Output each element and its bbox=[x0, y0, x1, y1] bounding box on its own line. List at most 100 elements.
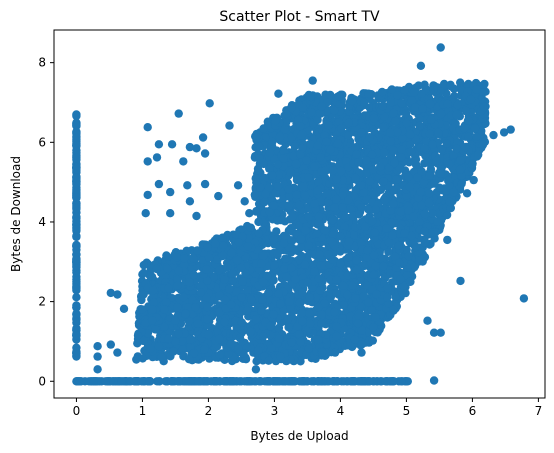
data-point-outlier bbox=[143, 190, 152, 200]
data-point bbox=[325, 288, 335, 297]
x-tick-label: 1 bbox=[139, 404, 147, 418]
data-point bbox=[338, 191, 347, 200]
data-point bbox=[306, 139, 315, 149]
data-point bbox=[237, 293, 246, 302]
data-point bbox=[72, 224, 81, 234]
data-point bbox=[315, 250, 324, 259]
data-point bbox=[314, 274, 324, 283]
data-point-outlier bbox=[429, 328, 439, 337]
data-point bbox=[433, 217, 442, 226]
data-point-outlier bbox=[245, 209, 254, 218]
data-point bbox=[204, 330, 213, 339]
data-point bbox=[402, 191, 411, 200]
data-point bbox=[333, 139, 343, 148]
data-point bbox=[282, 109, 291, 119]
data-point bbox=[396, 275, 405, 284]
data-point bbox=[389, 377, 399, 386]
data-point bbox=[72, 204, 81, 214]
data-point bbox=[252, 133, 261, 142]
data-point bbox=[72, 121, 81, 130]
data-point bbox=[72, 293, 81, 302]
data-point bbox=[242, 306, 252, 315]
data-point bbox=[215, 350, 224, 359]
data-point bbox=[336, 166, 346, 176]
x-tick-label: 2 bbox=[205, 404, 213, 418]
data-point bbox=[479, 102, 489, 112]
data-point bbox=[214, 334, 224, 344]
data-point bbox=[200, 345, 209, 354]
data-point bbox=[425, 99, 435, 109]
data-point bbox=[212, 328, 222, 337]
data-point bbox=[289, 377, 299, 386]
data-point bbox=[202, 265, 211, 274]
data-point bbox=[399, 281, 408, 290]
y-tick-label: 0 bbox=[38, 374, 46, 388]
data-point bbox=[273, 160, 283, 169]
data-point bbox=[305, 293, 314, 302]
y-tick-label: 6 bbox=[38, 135, 46, 149]
data-point bbox=[274, 323, 284, 333]
data-point bbox=[298, 143, 307, 153]
data-point bbox=[376, 185, 386, 194]
data-point bbox=[344, 258, 353, 268]
data-point bbox=[327, 237, 337, 247]
data-point bbox=[343, 290, 352, 300]
data-point bbox=[339, 281, 348, 290]
data-point bbox=[284, 323, 293, 332]
data-point-outlier bbox=[200, 179, 210, 189]
data-point-outlier bbox=[462, 189, 472, 198]
data-point bbox=[296, 357, 305, 366]
data-point bbox=[189, 270, 199, 280]
data-point bbox=[266, 321, 275, 331]
data-point bbox=[280, 125, 289, 134]
data-point-outlier bbox=[143, 123, 152, 132]
data-point bbox=[215, 291, 224, 300]
data-point bbox=[296, 122, 305, 131]
data-point bbox=[254, 346, 263, 355]
data-point bbox=[203, 276, 212, 285]
data-point bbox=[352, 150, 361, 159]
data-point bbox=[132, 355, 141, 364]
data-point bbox=[173, 303, 182, 312]
data-point bbox=[442, 139, 451, 148]
data-point-outlier bbox=[152, 153, 162, 162]
data-point bbox=[139, 268, 148, 278]
data-point bbox=[332, 195, 341, 204]
data-point bbox=[371, 205, 380, 214]
data-point bbox=[401, 109, 411, 118]
data-point bbox=[348, 377, 357, 386]
data-point bbox=[388, 231, 397, 240]
data-point bbox=[382, 224, 391, 233]
data-point bbox=[72, 193, 81, 202]
data-point bbox=[460, 143, 470, 152]
data-point-outlier bbox=[166, 187, 175, 197]
data-point bbox=[258, 295, 267, 304]
data-point bbox=[434, 128, 443, 137]
data-point bbox=[72, 309, 81, 318]
data-point bbox=[410, 262, 419, 272]
data-point bbox=[310, 199, 319, 208]
data-point bbox=[380, 196, 390, 205]
data-point bbox=[464, 132, 473, 142]
data-point bbox=[296, 234, 306, 244]
data-point bbox=[442, 210, 452, 220]
data-point bbox=[139, 290, 148, 299]
data-point bbox=[420, 238, 429, 247]
data-point-outlier bbox=[185, 142, 195, 152]
data-point bbox=[269, 201, 278, 210]
data-point bbox=[297, 242, 306, 252]
data-point bbox=[415, 121, 424, 131]
data-point bbox=[117, 377, 126, 386]
data-point bbox=[341, 213, 351, 222]
data-point bbox=[416, 187, 425, 197]
data-point bbox=[161, 298, 171, 307]
data-point bbox=[148, 286, 158, 295]
data-point bbox=[234, 238, 243, 247]
data-point bbox=[383, 283, 392, 293]
data-point bbox=[72, 256, 81, 265]
data-point bbox=[193, 377, 203, 386]
x-axis-label: Bytes de Upload bbox=[250, 429, 348, 443]
data-point bbox=[220, 295, 230, 305]
data-point bbox=[428, 209, 437, 218]
